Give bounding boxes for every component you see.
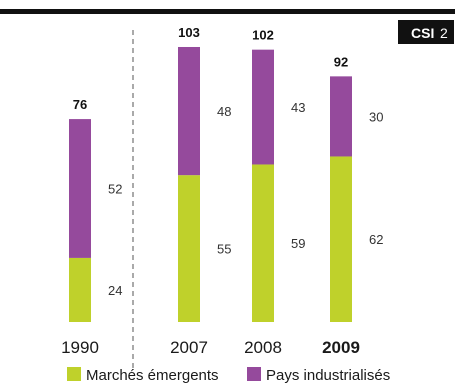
x-tick-label-2009: 2009 [322,338,360,357]
bar-segment-2008-emerging [252,164,274,322]
csi-badge: CSI 2 [398,20,454,44]
badge-number: 2 [440,25,448,41]
data-label-2009-emerging: 62 [369,232,383,247]
total-label-2009: 92 [334,54,348,69]
data-label-1990-emerging: 24 [108,283,122,298]
data-label-2008-emerging: 59 [291,236,305,251]
total-label-1990: 76 [73,97,87,112]
data-label-2007-industrialized: 48 [217,104,231,119]
bar-segment-2007-emerging [178,175,200,322]
total-label-2007: 103 [178,25,200,40]
total-label-2008: 102 [252,28,274,43]
x-tick-label-2008: 2008 [244,338,282,357]
x-tick-label-2007: 2007 [170,338,208,357]
bar-segment-2009-industrialized [330,76,352,157]
bar-segment-1990-industrialized [69,119,91,258]
badge-background [398,20,454,44]
top-rule [0,9,455,14]
data-label-1990-industrialized: 52 [108,182,122,197]
bars: 24 52 76 1990 55 48 103 2007 59 43 102 2008 62 30 92 20… [61,25,383,357]
legend-swatch-industrialized [247,367,261,381]
bar-segment-2009-emerging [330,156,352,322]
legend: Marchés émergents Pays industrialisés [67,367,390,384]
bar-segment-2008-industrialized [252,49,274,165]
legend-swatch-emerging [67,367,81,381]
legend-label-industrialized: Pays industrialisés [266,367,390,384]
data-label-2009-industrialized: 30 [369,109,383,124]
bar-segment-1990-emerging [69,257,91,322]
x-tick-label-1990: 1990 [61,338,99,357]
data-label-2008-industrialized: 43 [291,100,305,115]
bar-segment-2007-industrialized [178,46,200,176]
data-label-2007-emerging: 55 [217,242,231,257]
legend-label-emerging: Marchés émergents [86,367,219,384]
badge-label: CSI [411,25,434,41]
